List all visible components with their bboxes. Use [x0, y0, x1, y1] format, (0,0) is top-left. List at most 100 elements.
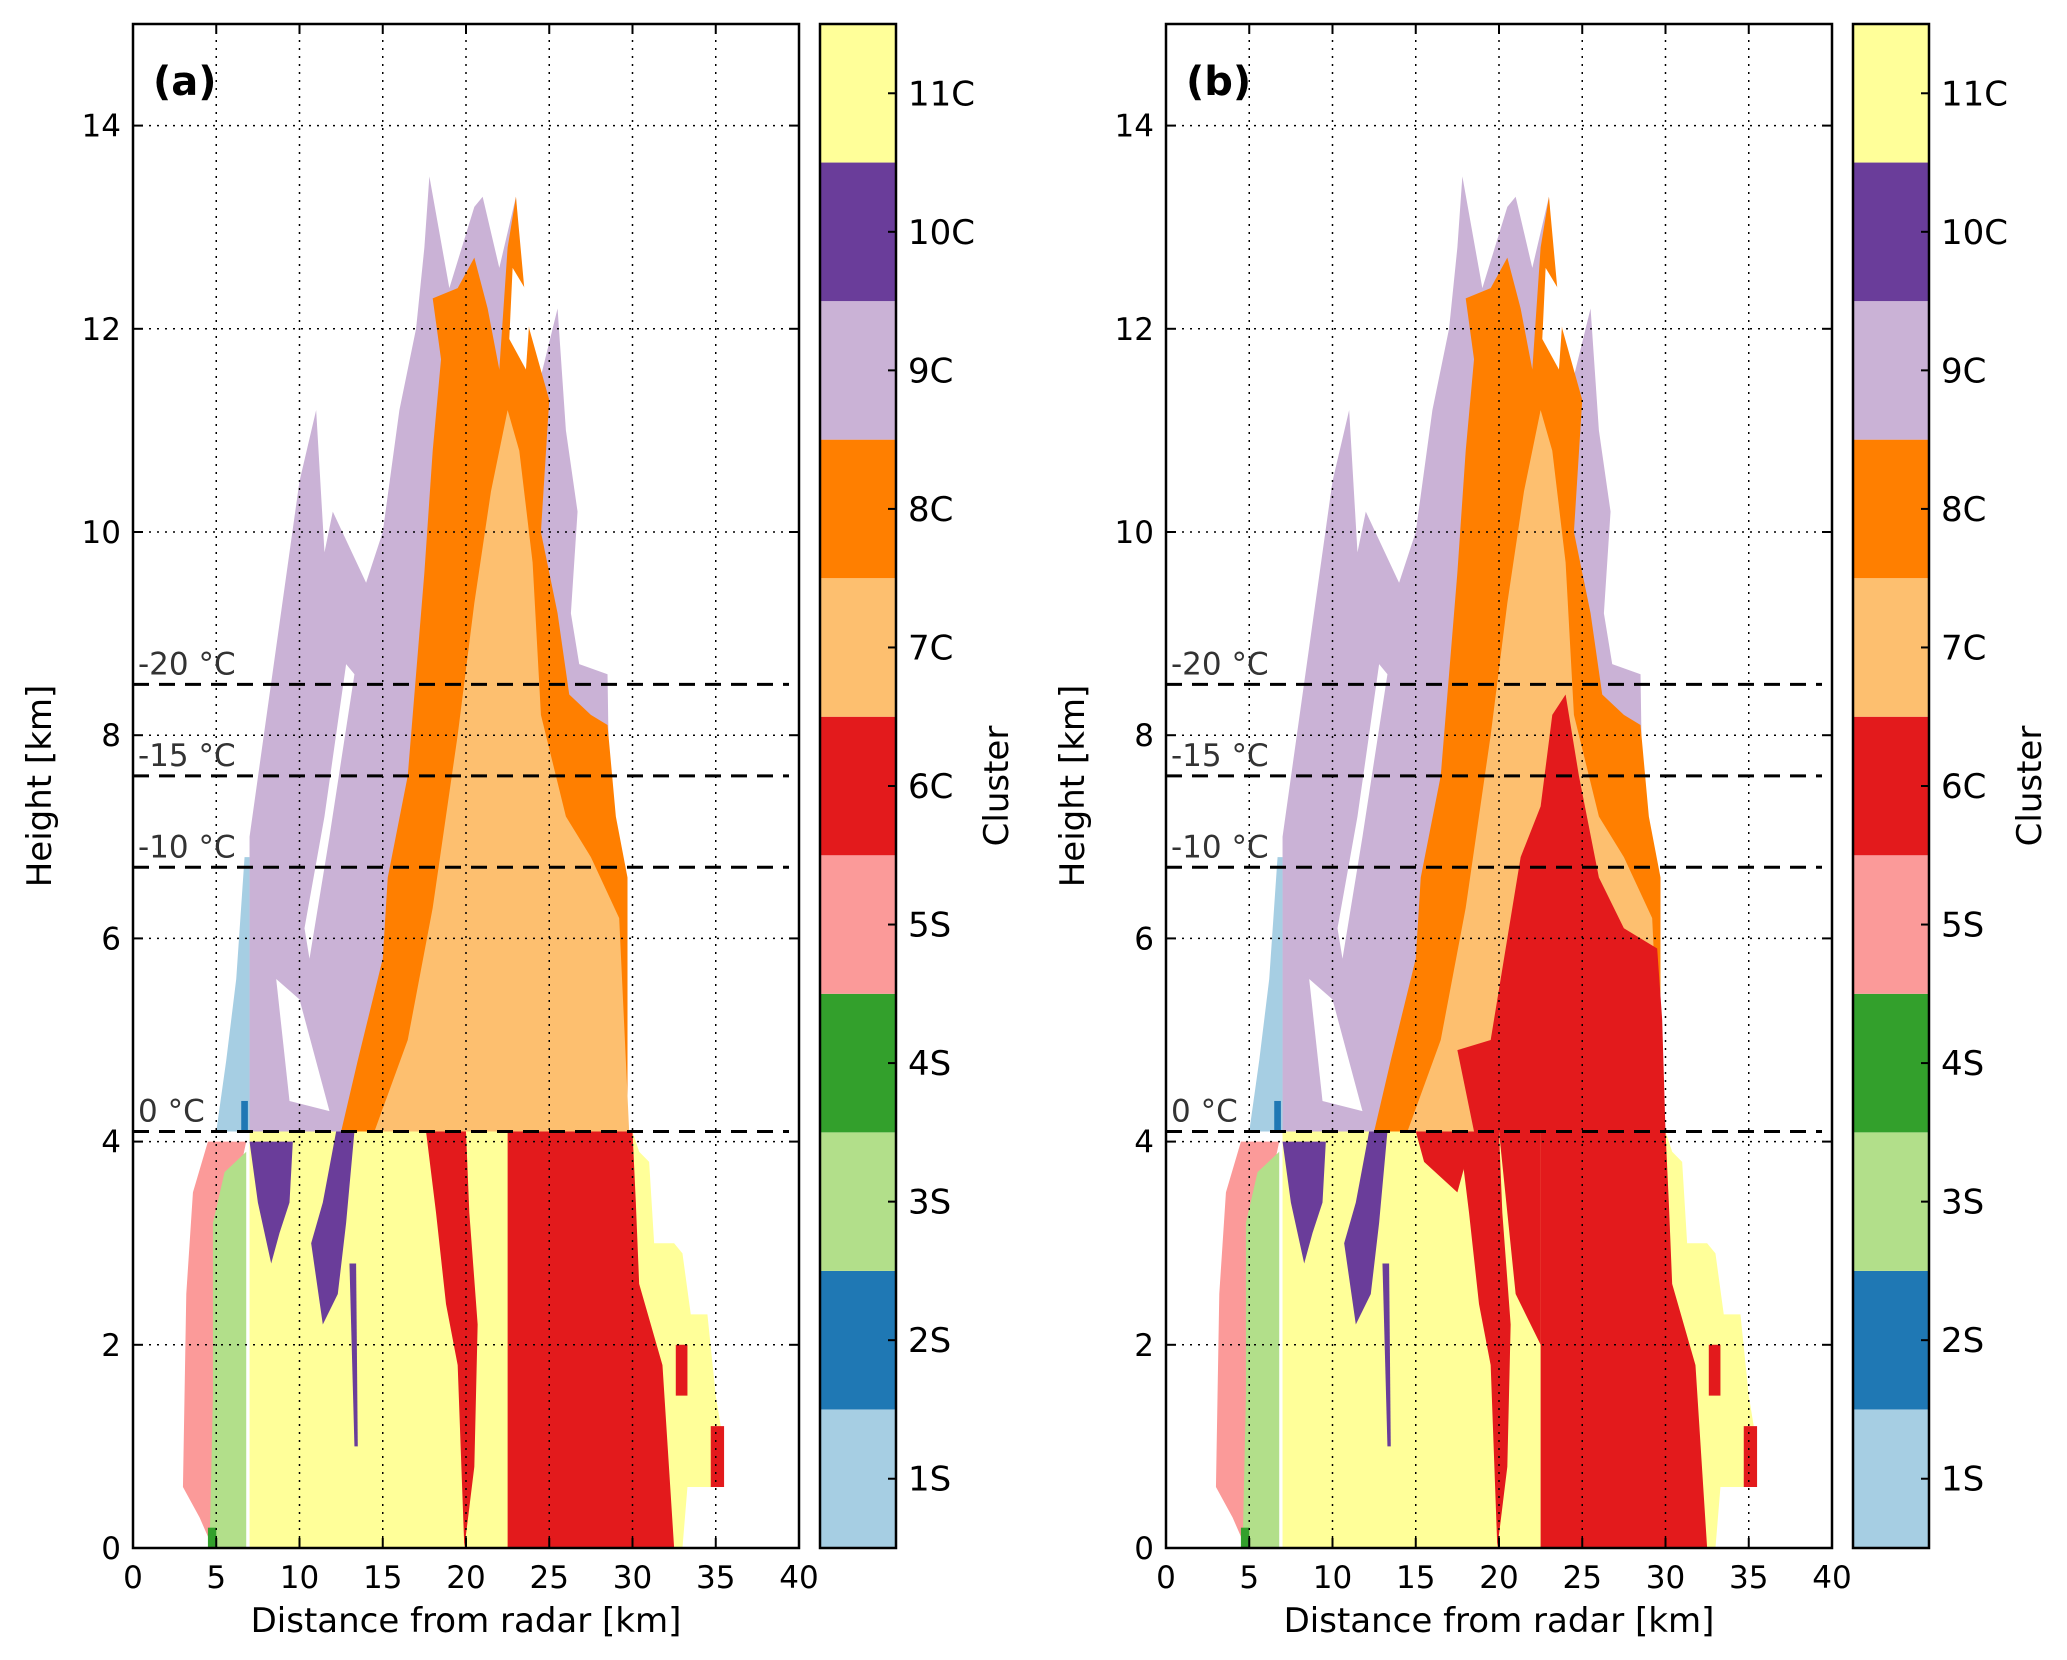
cluster-region-2S	[241, 1100, 248, 1132]
colorbar-label: 11C	[908, 74, 975, 114]
colorbar-swatch-7C	[820, 578, 896, 717]
x-tick-label: 5	[1239, 1560, 1259, 1596]
cluster-region-1S	[1249, 857, 1283, 1132]
colorbar-label: 3S	[908, 1183, 951, 1223]
colorbar-frame	[818, 22, 898, 1550]
isotherm-label: 0 °C	[1171, 1093, 1238, 1129]
cluster-region-6C	[710, 1426, 725, 1488]
colorbar-title: Cluster	[2010, 726, 2050, 847]
colorbar-label: 2S	[1941, 1321, 1984, 1361]
colorbar-frame	[1851, 22, 1931, 1550]
cluster-region-4S	[1240, 1527, 1250, 1548]
cluster-region-6C	[1540, 1131, 1708, 1548]
y-tick-label: 14	[1115, 109, 1154, 145]
panel-label: (b)	[1186, 59, 1251, 105]
colorbar-label: 1S	[908, 1460, 951, 1500]
colorbar-swatch-10C	[1853, 162, 1929, 302]
colorbar-label: 4S	[1941, 1044, 1984, 1084]
cluster-region-10C	[349, 1263, 358, 1447]
cluster-region-6C	[675, 1344, 688, 1396]
colorbar-swatch-7C	[1853, 578, 1929, 717]
x-tick-label: 20	[1479, 1560, 1518, 1596]
panel-a: 0 5 10 15 20 25 30 35 40 0 2 4 6 8 10 12 14 -20 °C -15 °C -…	[20, 22, 1017, 1641]
colorbar-label: 5S	[1941, 906, 1984, 946]
y-tick-label: 2	[101, 1328, 121, 1364]
cluster-region-6C	[507, 1131, 675, 1548]
colorbar-swatch-8C	[820, 439, 896, 579]
y-tick-label: 14	[82, 109, 121, 145]
colorbar-label: 8C	[1941, 490, 1986, 530]
colorbar-label: 3S	[1941, 1183, 1984, 1223]
y-axis-label: Height [km]	[20, 685, 60, 888]
x-tick-label: 30	[1646, 1560, 1685, 1596]
x-tick-label: 15	[363, 1560, 402, 1596]
colorbar-swatch-4S	[820, 993, 896, 1133]
isotherm-label: -15 °C	[1171, 738, 1269, 774]
cluster-region-white	[1337, 664, 1388, 959]
cluster-region-10C	[249, 1141, 293, 1264]
cluster-region-white	[509, 267, 531, 370]
y-tick-label: 10	[82, 515, 121, 551]
colorbar-label: 5S	[908, 906, 951, 946]
x-axis-label: Distance from radar [km]	[251, 1601, 682, 1641]
colorbar-label: 8C	[908, 490, 953, 530]
x-tick-label: 10	[280, 1560, 319, 1596]
y-tick-label: 8	[1134, 718, 1154, 754]
y-axis-label: Height [km]	[1053, 685, 1093, 888]
y-tick-label: 4	[1134, 1125, 1154, 1161]
x-tick-label: 25	[1563, 1560, 1602, 1596]
y-tick-label: 12	[1115, 312, 1154, 348]
cluster-region-white	[304, 664, 355, 959]
colorbar-swatch-3S	[820, 1132, 896, 1271]
colorbar-label: 9C	[908, 351, 953, 391]
x-tick-label: 30	[613, 1560, 652, 1596]
x-tick-label: 35	[696, 1560, 735, 1596]
cluster-region-white	[276, 979, 330, 1112]
colorbar-label: 6C	[908, 767, 953, 807]
cluster-region-1S	[216, 857, 250, 1132]
x-tick-label: 5	[206, 1560, 226, 1596]
x-axis-label: Distance from radar [km]	[1284, 1601, 1715, 1641]
colorbar-title: Cluster	[977, 726, 1017, 847]
y-tick-label: 2	[1134, 1328, 1154, 1364]
colorbar-swatch-2S	[820, 1270, 896, 1410]
isotherm-label: -20 °C	[138, 646, 236, 682]
x-tick-label: 40	[779, 1560, 818, 1596]
y-tick-label: 6	[1134, 921, 1154, 957]
colorbar-swatch-5S	[820, 855, 896, 994]
x-tick-label: 25	[530, 1560, 569, 1596]
y-tick-label: 12	[82, 312, 121, 348]
isotherm-label: -15 °C	[138, 738, 236, 774]
plot-frame	[131, 22, 801, 1550]
cluster-region-10C	[1382, 1263, 1391, 1447]
colorbar-swatch-1S	[1853, 1409, 1929, 1548]
x-tick-label: 0	[1156, 1560, 1176, 1596]
colorbar-swatch-4S	[1853, 993, 1929, 1133]
cluster-region-10C	[311, 1131, 355, 1325]
colorbar-label: 6C	[1941, 767, 1986, 807]
cluster-region-4S	[207, 1527, 217, 1548]
x-tick-label: 10	[1313, 1560, 1352, 1596]
colorbar-swatch-9C	[820, 301, 896, 440]
colorbar-label: 10C	[1941, 213, 2008, 253]
panel-b: 0 5 10 15 20 25 30 35 40 0 2 4 6 8 10 12 14 -20 °C -15 °C -…	[1053, 22, 2050, 1641]
cluster-region-6C	[426, 1131, 478, 1548]
colorbar-swatch-5S	[1853, 855, 1929, 994]
cluster-region-white	[1309, 979, 1363, 1112]
colorbar-swatch-6C	[1853, 716, 1929, 856]
colorbar-swatch-8C	[1853, 439, 1929, 579]
colorbar: 1S 2S 3S 4S 5S 6C 7C 8C 9C 10C 11C Cluster	[1851, 22, 2050, 1550]
cluster-region-7C	[374, 410, 630, 1132]
colorbar-swatch-3S	[1853, 1132, 1929, 1271]
cluster-region-3S	[209, 1151, 247, 1548]
cluster-region-6C	[1474, 1131, 1541, 1345]
x-tick-label: 20	[446, 1560, 485, 1596]
isotherm-label: 0 °C	[138, 1093, 205, 1129]
colorbar-swatch-9C	[1853, 301, 1929, 440]
isotherm-label: -10 °C	[138, 829, 236, 865]
colorbar: 1S 2S 3S 4S 5S 6C 7C 8C 9C 10C 11C Cluster	[818, 22, 1017, 1550]
colorbar-label: 4S	[908, 1044, 951, 1084]
colorbar-swatch-6C	[820, 716, 896, 856]
colorbar-swatch-1S	[820, 1409, 896, 1548]
